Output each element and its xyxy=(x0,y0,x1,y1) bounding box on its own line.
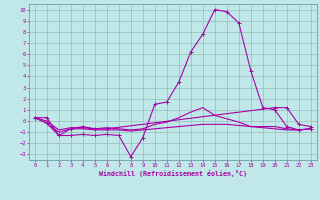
X-axis label: Windchill (Refroidissement éolien,°C): Windchill (Refroidissement éolien,°C) xyxy=(99,170,247,177)
